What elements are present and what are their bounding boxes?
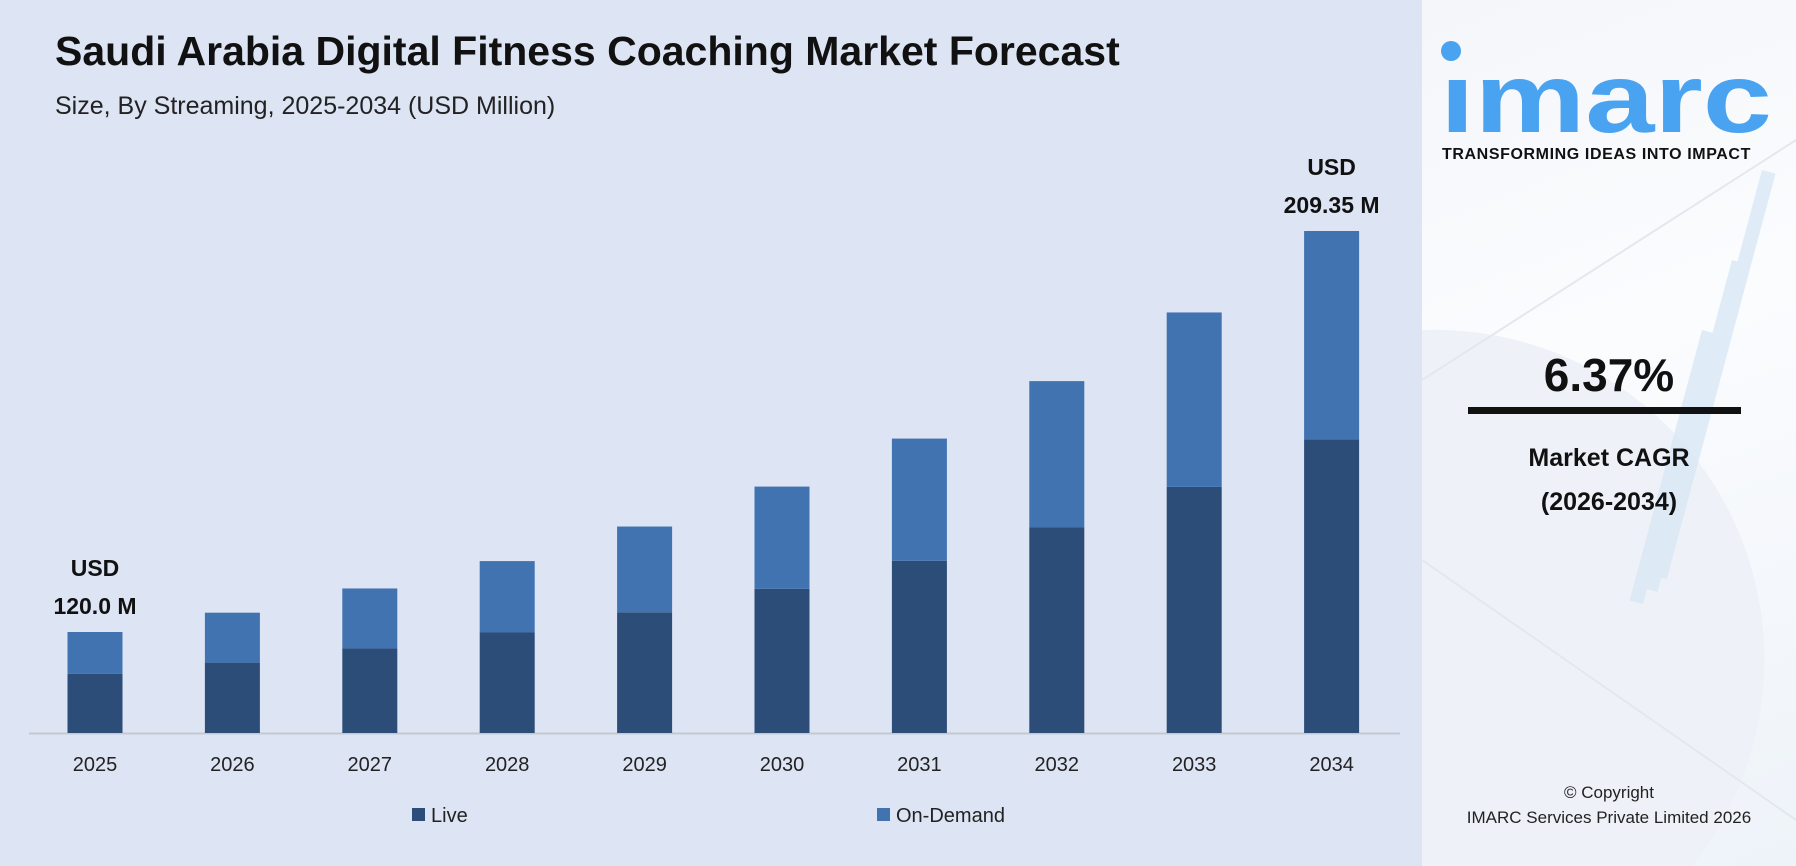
bar-live-2030 bbox=[754, 588, 810, 733]
data-label-2025-unit: USD bbox=[71, 555, 120, 581]
cagr-label: Market CAGR bbox=[1528, 444, 1690, 472]
cagr-period: (2026-2034) bbox=[1540, 488, 1678, 516]
bar-live-2033 bbox=[1166, 486, 1222, 733]
legend-swatch-live bbox=[412, 808, 425, 821]
x-tick-label: 2028 bbox=[485, 754, 530, 776]
x-tick-label: 2030 bbox=[760, 754, 805, 776]
company-name: IMARC Services Private Limited 2026 bbox=[1466, 808, 1752, 827]
data-label-2034-unit: USD bbox=[1307, 154, 1356, 180]
bar-live-2034 bbox=[1304, 439, 1360, 733]
x-tick-label: 2031 bbox=[897, 754, 942, 776]
background-decoration bbox=[1422, 139, 1796, 866]
x-tick-label: 2034 bbox=[1309, 754, 1354, 776]
bar-on-demand-2033 bbox=[1166, 312, 1222, 487]
chart-subtitle: Size, By Streaming, 2025-2034 (USD Milli… bbox=[55, 92, 556, 120]
side-panel: ımarc TRANSFORMING IDEAS INTO IMPACT 6.3… bbox=[1422, 0, 1796, 866]
legend-label-live: Live bbox=[431, 805, 468, 827]
cagr-value: 6.37% bbox=[1543, 349, 1675, 401]
bar-on-demand-2026 bbox=[204, 612, 260, 663]
x-tick-label: 2026 bbox=[210, 754, 255, 776]
bar-live-2028 bbox=[479, 632, 535, 733]
bar-on-demand-2031 bbox=[891, 438, 947, 561]
bar-on-demand-2027 bbox=[342, 588, 398, 649]
x-tick-label: 2029 bbox=[622, 754, 667, 776]
legend-label-on-demand: On-Demand bbox=[896, 805, 1005, 827]
logo-tagline: TRANSFORMING IDEAS INTO IMPACT bbox=[1442, 146, 1751, 163]
svg-text:ımarc: ımarc bbox=[1440, 43, 1772, 140]
bar-live-2032 bbox=[1029, 527, 1085, 733]
x-tick-label: 2033 bbox=[1172, 754, 1217, 776]
cagr-label-block: Market CAGR (2026-2034) bbox=[1422, 436, 1796, 524]
bar-live-2027 bbox=[342, 648, 398, 733]
imarc-logo: ımarc bbox=[1440, 41, 1772, 140]
bar-on-demand-2028 bbox=[479, 561, 535, 633]
bar-on-demand-2030 bbox=[754, 486, 810, 589]
x-tick-label: 2032 bbox=[1035, 754, 1080, 776]
bar-on-demand-2034 bbox=[1304, 231, 1360, 440]
chart-panel: Saudi Arabia Digital Fitness Coaching Ma… bbox=[0, 0, 1422, 866]
legend-swatch-on-demand bbox=[877, 808, 890, 821]
bar-chart: 2025 2026 2027 2028 2029 2030 2031 2032 2033 2034… bbox=[29, 154, 1400, 827]
bar-live-2031 bbox=[891, 560, 947, 733]
bar-live-2025 bbox=[67, 673, 123, 733]
data-label-2034-value: 209.35 M bbox=[1284, 192, 1380, 218]
chart-title: Saudi Arabia Digital Fitness Coaching Ma… bbox=[55, 28, 1120, 74]
copyright-block: © Copyright IMARC Services Private Limit… bbox=[1422, 780, 1796, 830]
data-label-2025-value: 120.0 M bbox=[53, 593, 136, 619]
x-tick-label: 2025 bbox=[73, 754, 118, 776]
copyright: © Copyright bbox=[1563, 783, 1654, 802]
divider bbox=[1468, 407, 1741, 414]
bar-on-demand-2029 bbox=[617, 526, 673, 613]
bar-on-demand-2032 bbox=[1029, 381, 1085, 528]
bar-live-2029 bbox=[617, 612, 673, 733]
bar-on-demand-2025 bbox=[67, 632, 123, 674]
x-tick-label: 2027 bbox=[348, 754, 393, 776]
bar-live-2026 bbox=[204, 662, 260, 733]
